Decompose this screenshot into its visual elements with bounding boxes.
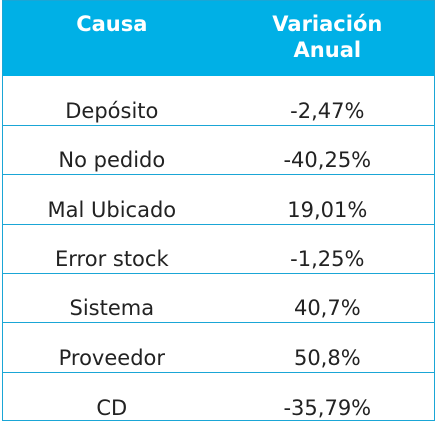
- cause-cell: CD: [3, 371, 221, 422]
- header-causa: Causa: [76, 12, 148, 36]
- cause-cell: Sistema: [3, 273, 221, 323]
- cause-cell: Depósito: [65, 98, 159, 123]
- variation-cell: 40,7%: [220, 273, 434, 323]
- variation-cell: -40,25%: [220, 124, 434, 175]
- table-row: Error stock -1,25%: [3, 223, 434, 274]
- table-row: Sistema 40,7%: [3, 273, 434, 323]
- table-row: CD -35,79%: [3, 371, 434, 422]
- variation-table: Causa Variación Anual Depósito -2,47% No …: [3, 1, 434, 422]
- variation-cell: 50,8%: [220, 322, 434, 373]
- variation-cell: 19,01%: [220, 174, 434, 225]
- header-variacion-anual: Variación Anual: [272, 12, 383, 62]
- table-row: Proveedor 50,8%: [3, 322, 434, 373]
- cause-cell: Proveedor: [3, 322, 221, 373]
- cause-cell: No pedido: [3, 124, 221, 175]
- variation-cell: -1,25%: [220, 223, 434, 274]
- table-row: No pedido -40,25%: [3, 124, 434, 175]
- cause-cell: Error stock: [3, 223, 221, 274]
- variation-cell: -35,79%: [220, 371, 434, 422]
- table-row: Mal Ubicado 19,01%: [3, 174, 434, 225]
- variation-cell: -2,47%: [290, 98, 365, 123]
- table-row: Depósito -2,47%: [3, 76, 434, 125]
- table-header-row: Causa Variación Anual: [3, 1, 434, 76]
- cause-cell: Mal Ubicado: [3, 174, 221, 225]
